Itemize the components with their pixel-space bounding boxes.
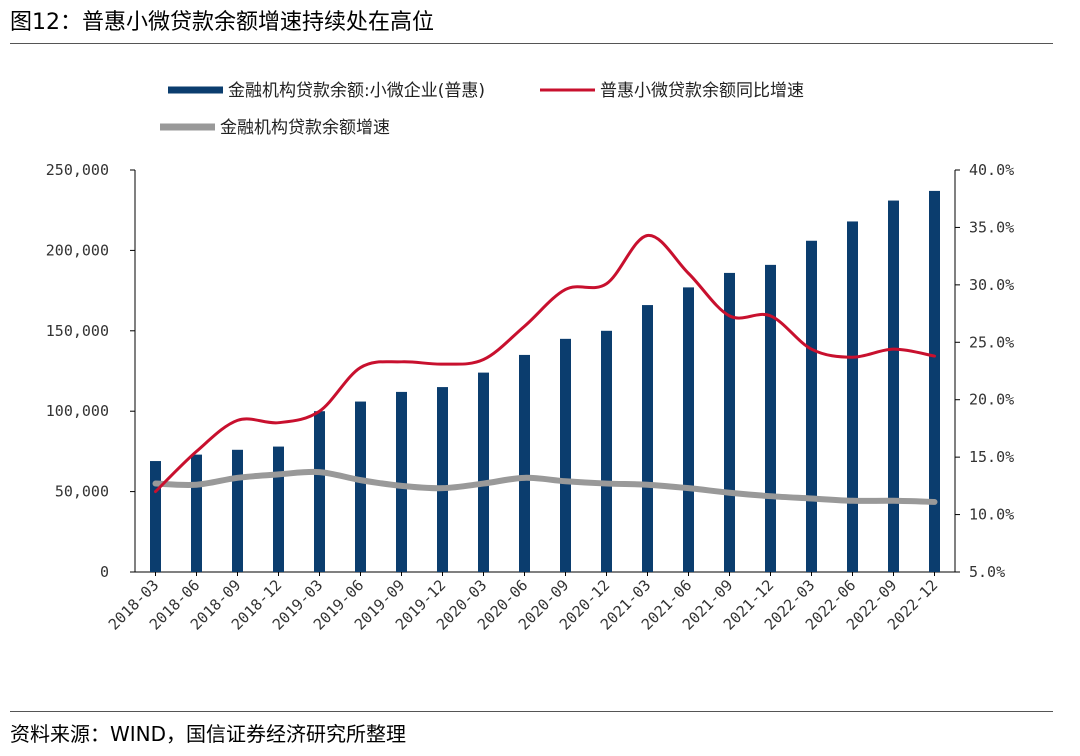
- bar: [191, 454, 202, 572]
- title-divider: [10, 43, 1053, 44]
- left-tick-label: 0: [100, 563, 109, 581]
- bar: [314, 411, 325, 572]
- legend-label: 金融机构贷款余额增速: [220, 118, 390, 138]
- bar-series: [150, 190, 940, 573]
- right-tick-label: 30.0%: [969, 276, 1014, 294]
- source-note: 资料来源：WIND，国信证券经济研究所整理: [10, 722, 407, 746]
- bar: [724, 272, 735, 572]
- left-tick-label: 50,000: [55, 483, 109, 501]
- right-tick-label: 40.0%: [969, 161, 1014, 179]
- bar: [478, 372, 489, 572]
- gray-growth-line: [152, 468, 938, 505]
- bar: [437, 387, 448, 572]
- bar: [396, 391, 407, 572]
- right-tick-label: 15.0%: [969, 448, 1014, 466]
- line-series: [152, 233, 938, 505]
- footer-divider: [10, 711, 1053, 712]
- bar: [519, 354, 530, 572]
- right-tick-label: 35.0%: [969, 218, 1014, 236]
- figure-title: 图12：普惠小微贷款余额增速持续处在高位: [10, 10, 434, 35]
- right-tick-label: 5.0%: [969, 563, 1005, 581]
- bar: [806, 240, 817, 572]
- right-tick-label: 20.0%: [969, 391, 1014, 409]
- bar: [560, 338, 571, 572]
- legend-label: 普惠小微贷款余额同比增速: [600, 81, 804, 101]
- bar: [232, 449, 243, 572]
- bar: [683, 287, 694, 572]
- bar: [929, 190, 940, 573]
- left-tick-label: 200,000: [46, 241, 109, 259]
- legend-label: 金融机构贷款余额:小微企业(普惠): [228, 81, 485, 101]
- bar: [273, 446, 284, 572]
- right-tick-label: 10.0%: [969, 506, 1014, 524]
- bar: [765, 264, 776, 572]
- bar: [601, 330, 612, 572]
- bar: [888, 200, 899, 572]
- bar: [355, 401, 366, 572]
- right-tick-label: 25.0%: [969, 333, 1014, 351]
- bar: [847, 221, 858, 572]
- bar: [642, 305, 653, 572]
- left-tick-label: 100,000: [46, 402, 109, 420]
- red-growth-line: [154, 233, 936, 494]
- bar: [150, 461, 161, 572]
- left-tick-label: 150,000: [46, 322, 109, 340]
- left-tick-label: 250,000: [46, 161, 109, 179]
